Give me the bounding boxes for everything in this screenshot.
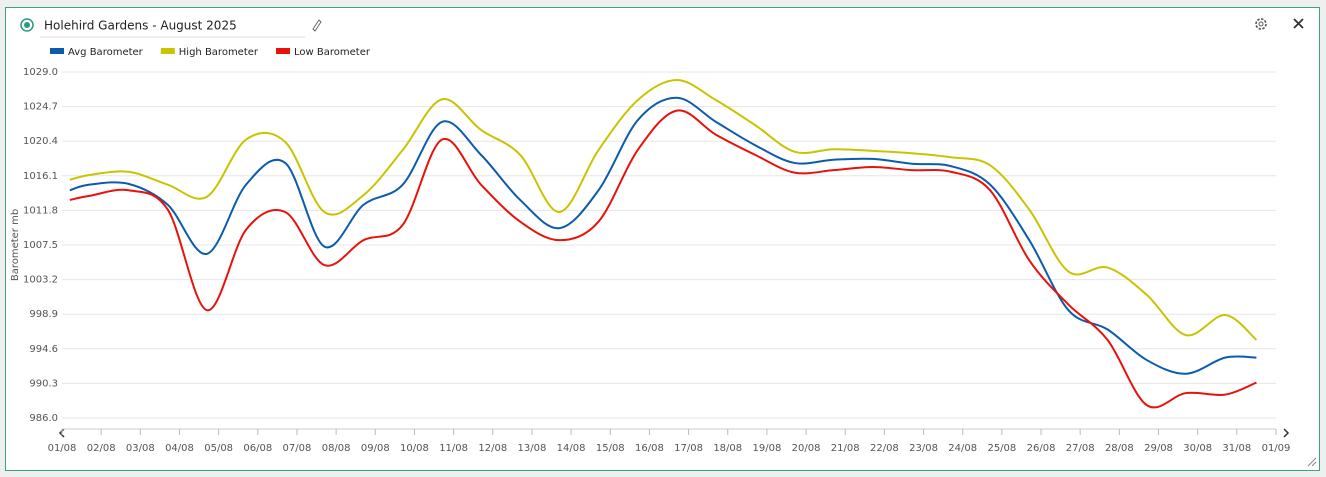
legend-label: Avg Barometer <box>68 47 144 58</box>
y-tick-label: 1003.2 <box>23 275 58 286</box>
y-axis-label: Barometer mb <box>10 209 21 281</box>
x-tick-label: 21/08 <box>831 443 860 454</box>
status-dot <box>24 22 30 28</box>
panel <box>5 7 1320 471</box>
x-tick-label: 20/08 <box>792 443 821 454</box>
x-tick-label: 24/08 <box>948 443 977 454</box>
x-tick-label: 01/08 <box>48 443 77 454</box>
settings-icon-core <box>1258 21 1264 27</box>
x-tick-label: 10/08 <box>400 443 429 454</box>
settings-icon[interactable] <box>1255 18 1267 30</box>
x-tick-label: 12/08 <box>478 443 507 454</box>
x-tick-label: 13/08 <box>518 443 547 454</box>
x-tick-label: 03/08 <box>126 443 155 454</box>
y-tick-label: 1020.4 <box>23 136 58 147</box>
x-tick-label: 25/08 <box>987 443 1016 454</box>
scroll-left[interactable] <box>58 428 65 438</box>
legend-swatch <box>276 48 291 54</box>
x-tick-label: 09/08 <box>361 443 390 454</box>
y-tick-label: 998.9 <box>29 309 58 320</box>
x-tick-label: 31/08 <box>1222 443 1251 454</box>
x-tick-label: 29/08 <box>1144 443 1173 454</box>
x-tick-label: 28/08 <box>1105 443 1134 454</box>
x-tick-label: 26/08 <box>1027 443 1056 454</box>
x-tick-label: 16/08 <box>635 443 664 454</box>
y-tick-label: 1016.1 <box>23 171 58 182</box>
y-tick-label: 994.6 <box>29 344 58 355</box>
x-tick-label: 22/08 <box>870 443 899 454</box>
y-tick-label: 1007.5 <box>23 240 58 251</box>
x-tick-label: 06/08 <box>243 443 272 454</box>
scroll-right[interactable] <box>1283 428 1290 438</box>
close-icon[interactable] <box>1293 18 1304 29</box>
x-tick-label: 05/08 <box>204 443 233 454</box>
y-tick-label: 986.0 <box>29 413 58 424</box>
resize-handle[interactable] <box>1307 457 1317 467</box>
series-line <box>69 109 1257 409</box>
edit-icon[interactable] <box>312 19 322 32</box>
x-tick-label: 01/09 <box>1262 443 1291 454</box>
x-tick-label: 07/08 <box>283 443 312 454</box>
x-tick-label: 08/08 <box>322 443 351 454</box>
y-tick-label: 1011.8 <box>23 205 58 216</box>
y-tick-label: 1029.0 <box>23 67 58 78</box>
x-tick-label: 04/08 <box>165 443 194 454</box>
x-tick-label: 14/08 <box>557 443 586 454</box>
x-tick-label: 27/08 <box>1066 443 1095 454</box>
y-tick-label: 1024.7 <box>23 102 58 113</box>
legend-label: Low Barometer <box>294 47 371 58</box>
x-tick-label: 15/08 <box>596 443 625 454</box>
x-tick-label: 18/08 <box>713 443 742 454</box>
legend-swatch <box>50 48 64 54</box>
legend-swatch <box>160 48 175 54</box>
x-tick-label: 30/08 <box>1183 443 1212 454</box>
x-tick-label: 19/08 <box>752 443 781 454</box>
x-tick-label: 02/08 <box>87 443 116 454</box>
x-tick-label: 23/08 <box>909 443 938 454</box>
series-line <box>69 79 1258 341</box>
widget-title: Holehird Gardens - August 2025 <box>44 19 237 33</box>
legend-label: High Barometer <box>179 47 259 58</box>
x-tick-label: 11/08 <box>439 443 468 454</box>
x-tick-label: 17/08 <box>674 443 703 454</box>
y-tick-label: 990.3 <box>29 378 58 389</box>
